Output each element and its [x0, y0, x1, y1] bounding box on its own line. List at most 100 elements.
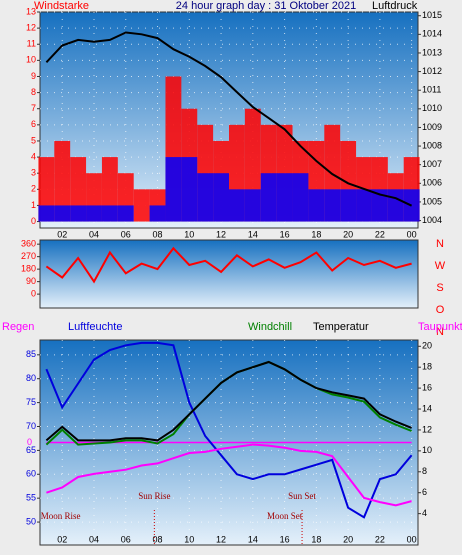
wind-bar: [356, 189, 372, 222]
wind-bar: [229, 189, 245, 222]
y-tick-label: 0: [31, 216, 36, 226]
y2-tick-label: 1006: [422, 178, 442, 188]
y3-tick-label: 0: [27, 437, 32, 447]
y2-tick-label: 8: [422, 466, 427, 476]
y2-tick-label: 12: [422, 424, 432, 434]
x-tick-label: 18: [311, 229, 321, 239]
x-tick-label: 06: [121, 229, 131, 239]
panel-direction: [39, 239, 419, 309]
x-tick-label: 12: [216, 534, 226, 544]
y2-tick-label: 1005: [422, 196, 442, 206]
x-tick-label: 14: [248, 534, 258, 544]
y2-tick-label: 4: [422, 508, 427, 518]
wind-bar: [371, 189, 388, 222]
x-tick-label: 04: [89, 229, 99, 239]
y2-axis-title: Luftdruck: [372, 0, 418, 12]
y-tick-label: 75: [26, 397, 36, 407]
x-tick-label: 10: [184, 229, 194, 239]
y2-tick-label: 1010: [422, 103, 442, 113]
y-tick-label: 13: [26, 6, 36, 16]
x-tick-label: 06: [121, 534, 131, 544]
y-tick-label: 180: [21, 264, 36, 274]
y-tick-label: 60: [26, 469, 36, 479]
y-tick-label: 4: [31, 151, 36, 161]
y2-tick-label: 1011: [422, 85, 441, 95]
wind-bar: [387, 189, 404, 222]
y-tick-label: 12: [26, 22, 36, 32]
legend-label: Regen: [2, 321, 34, 333]
legend-label: Temperatur: [313, 321, 369, 333]
wind-bar: [244, 189, 261, 222]
y-tick-label: 50: [26, 516, 36, 526]
wind-bar: [213, 173, 229, 222]
annotation: Sun Rise: [138, 491, 170, 501]
legend-label: Luftfeuchte: [68, 321, 122, 333]
y-tick-label: 1: [31, 200, 36, 210]
y-tick-label: 55: [26, 493, 36, 503]
y-tick-label: 2: [31, 184, 36, 194]
y-tick-label: 90: [26, 276, 36, 286]
y2-tick-label: 1015: [422, 10, 442, 20]
y-tick-label: 70: [26, 421, 36, 431]
annotation: Sun Set: [288, 491, 316, 501]
y2-tick-label: 1007: [422, 159, 442, 169]
legend-label: Taupunkt: [418, 321, 462, 333]
y-tick-label: 0: [31, 288, 36, 298]
wind-bar: [197, 173, 214, 222]
series-line: [46, 443, 412, 507]
annotation: Moon Rise: [41, 511, 81, 521]
wind-bar: [86, 205, 102, 222]
y-tick-label: 6: [31, 119, 36, 129]
y-tick-label: 5: [31, 135, 36, 145]
y-tick-label: 270: [21, 251, 36, 261]
x-tick-label: 02: [57, 534, 67, 544]
x-tick-label: 00: [407, 229, 417, 239]
y2-tick-label: 1012: [422, 66, 442, 76]
x-tick-label: 20: [343, 229, 353, 239]
wind-bar: [340, 189, 357, 222]
x-tick-label: 12: [216, 229, 226, 239]
x-tick-label: 10: [184, 534, 194, 544]
y-tick-label: 85: [26, 349, 36, 359]
y2-tick-label: 10: [422, 445, 432, 455]
y-tick-label: 7: [31, 103, 36, 113]
y2-tick-label: 16: [422, 382, 432, 392]
wind-bar: [54, 140, 71, 222]
x-tick-label: 04: [89, 534, 99, 544]
y2-tick-label: 20: [422, 341, 432, 351]
x-tick-label: 00: [407, 534, 417, 544]
wind-bar: [70, 205, 87, 222]
y2-tick-label: 1009: [422, 122, 442, 132]
wind-bar: [101, 205, 118, 222]
direction-label: N: [436, 238, 444, 250]
y2-tick-label: 1008: [422, 140, 442, 150]
series-line: [45, 31, 413, 207]
y-tick-label: 11: [27, 39, 36, 49]
direction-label: S: [436, 282, 443, 294]
wind-bar: [117, 205, 134, 222]
x-tick-label: 18: [311, 534, 321, 544]
x-tick-label: 14: [248, 229, 258, 239]
y2-tick-label: 18: [422, 362, 432, 372]
x-tick-label: 02: [57, 229, 67, 239]
series-line: [45, 341, 413, 519]
wind-bar: [292, 173, 309, 222]
wind-bar: [38, 205, 55, 222]
y-tick-label: 360: [21, 239, 36, 249]
y-tick-label: 65: [26, 445, 36, 455]
x-tick-label: 08: [153, 534, 163, 544]
wind-bar: [165, 157, 182, 222]
wind-bar: [54, 205, 71, 222]
annotation: Moon Set: [267, 511, 303, 521]
direction-label: W: [435, 260, 446, 272]
x-tick-label: 08: [153, 229, 163, 239]
wind-bar: [276, 173, 293, 222]
y2-tick-label: 14: [422, 403, 432, 413]
wind-bar: [308, 189, 325, 222]
y2-tick-label: 6: [422, 487, 427, 497]
y-axis-title: Windstarke: [34, 0, 89, 12]
chart-title: 24 hour graph day : 31 Oktober 2021: [176, 0, 356, 12]
y2-tick-label: 1014: [422, 29, 442, 39]
y2-tick-label: 1013: [422, 47, 442, 57]
y2-tick-label: 1004: [422, 215, 442, 225]
